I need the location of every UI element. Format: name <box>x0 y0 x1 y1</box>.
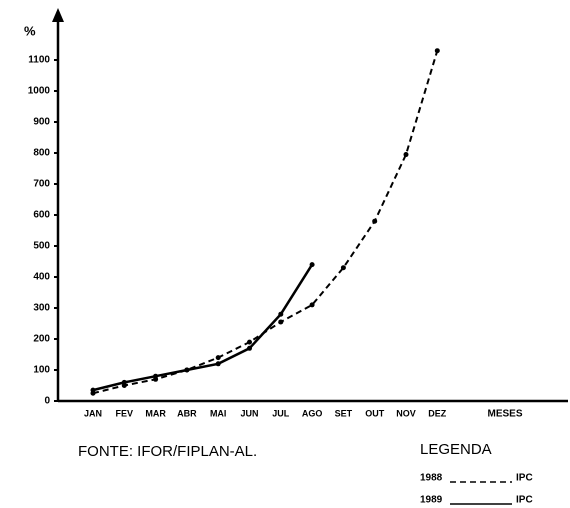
point <box>215 355 221 361</box>
point <box>309 262 315 268</box>
x-tick-label: AGO <box>302 408 323 418</box>
y-tick-label: 700 <box>33 179 50 190</box>
y-axis-arrow <box>52 8 64 22</box>
point <box>403 152 409 158</box>
x-axis-label: MESES <box>487 409 522 420</box>
x-tick-label: JAN <box>84 408 102 418</box>
point <box>278 311 284 317</box>
legend-label: IPC <box>516 495 533 506</box>
series-line <box>92 50 439 395</box>
x-tick-label: NOV <box>396 408 416 418</box>
point <box>309 302 315 308</box>
legend-label: IPC <box>516 473 533 484</box>
point <box>215 361 221 367</box>
y-tick-label: 300 <box>33 303 50 314</box>
point <box>278 319 284 325</box>
point <box>184 367 190 373</box>
point <box>372 218 378 224</box>
legend-year: 1988 <box>420 473 443 484</box>
x-tick-label: ABR <box>177 408 197 418</box>
x-tick-label: OUT <box>365 408 385 418</box>
point <box>90 387 96 393</box>
x-tick-label: FEV <box>116 408 134 418</box>
legend-title: LEGENDA <box>420 441 492 458</box>
y-tick-label: 800 <box>33 148 50 159</box>
x-tick-label: SET <box>335 408 353 418</box>
point <box>247 339 252 345</box>
y-tick-label: 100 <box>33 365 50 376</box>
point <box>121 379 127 385</box>
series-line <box>92 263 314 392</box>
legend-year: 1989 <box>420 495 443 506</box>
y-tick-label: 600 <box>33 210 50 221</box>
x-tick-label: MAI <box>210 408 227 418</box>
source: FONTE: IFOR/FIPLAN-AL. <box>78 443 257 460</box>
y-tick-label: 1100 <box>28 55 50 66</box>
y-tick-label: 900 <box>33 117 50 128</box>
y-tick-label: 200 <box>33 334 50 345</box>
y-tick-label: 0 <box>44 396 50 407</box>
x-tick-label: MAR <box>145 408 166 418</box>
x-tick-label: DEZ <box>428 408 447 418</box>
y-tick-label: 500 <box>33 241 50 252</box>
point <box>247 345 252 351</box>
point <box>340 265 346 271</box>
point <box>153 373 159 379</box>
x-tick-label: JUL <box>272 408 290 418</box>
point <box>434 48 440 54</box>
x-tick-label: JUN <box>240 408 258 418</box>
y-axis-label: % <box>24 23 36 38</box>
y-tick-label: 1000 <box>28 86 51 97</box>
y-tick-label: 400 <box>33 272 50 283</box>
